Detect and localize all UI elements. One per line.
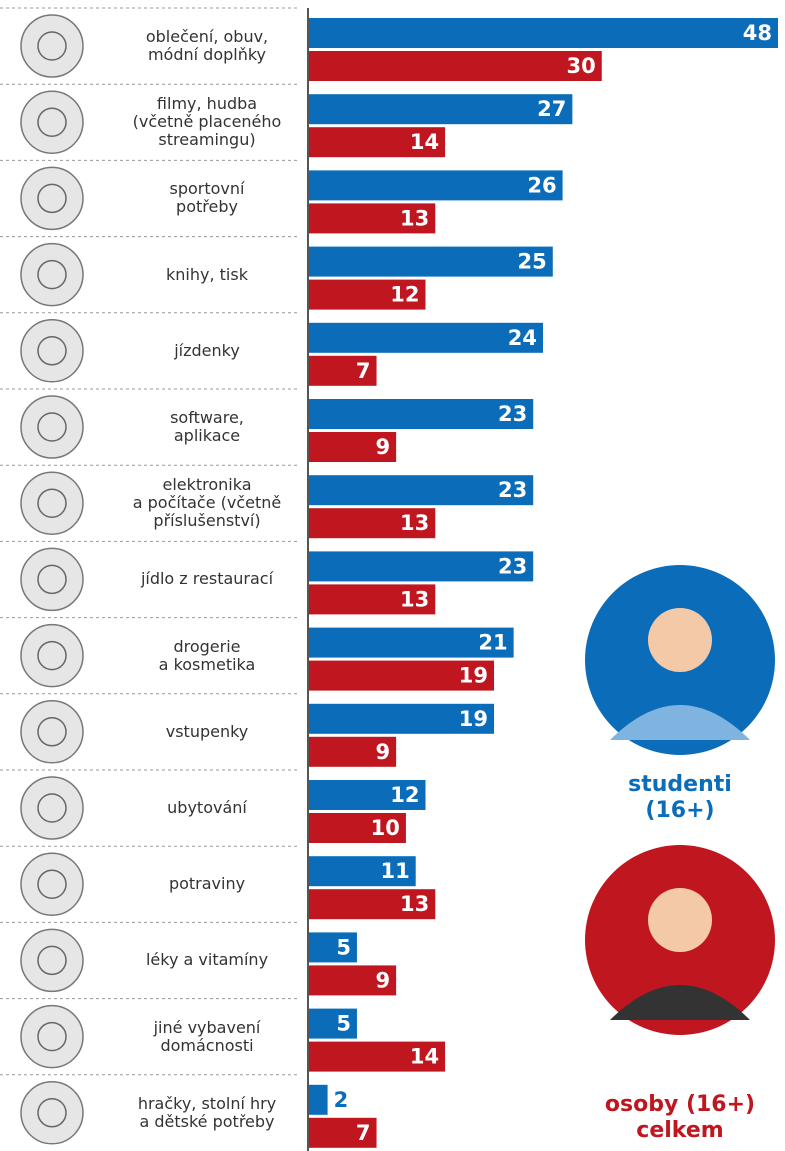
value-label: 48 [743,21,772,45]
bar [308,1085,328,1115]
category-label: jízdenky [112,342,302,360]
icon [21,320,83,382]
icon [21,1082,83,1144]
icon-circle [21,320,83,382]
value-label: 7 [356,1121,371,1145]
icon-circle [21,853,83,915]
value-label: 10 [371,816,400,840]
value-label: 9 [376,740,391,764]
chart: 4830271426132512247239231323132119199121… [0,0,785,1151]
portrait-face [648,888,712,952]
value-label: 23 [498,478,527,502]
icon-circle [21,1082,83,1144]
value-label: 21 [478,631,507,655]
value-label: 27 [537,97,566,121]
legend-label: studenti (16+) [580,772,780,824]
value-label: 30 [567,54,596,78]
icon-circle [21,625,83,687]
icon [21,396,83,458]
icon-circle [21,15,83,77]
icon [21,625,83,687]
legend-label: osoby (16+) celkem [580,1092,780,1144]
value-label: 13 [400,892,429,916]
value-label: 13 [400,587,429,611]
value-label: 2 [334,1088,349,1112]
value-label: 7 [356,359,371,383]
icon [21,91,83,153]
icon-circle [21,777,83,839]
category-label: ubytování [112,799,302,817]
icon [21,167,83,229]
icon [21,15,83,77]
category-label: knihy, tisk [112,266,302,284]
icon-circle [21,472,83,534]
icon-circle [21,701,83,763]
icon [21,1006,83,1068]
category-label: software, aplikace [112,409,302,445]
value-label: 24 [508,326,537,350]
icon-circle [21,929,83,991]
portrait-face [648,608,712,672]
category-label: vstupenky [112,723,302,741]
bar [308,94,572,124]
icon [21,777,83,839]
bar [308,247,553,277]
value-label: 9 [376,968,391,992]
icon-circle [21,91,83,153]
category-label: hračky, stolní hry a dětské potřeby [112,1095,302,1131]
value-label: 5 [336,935,351,959]
category-label: jídlo z restaurací [112,570,302,588]
icon-circle [21,396,83,458]
value-label: 23 [498,554,527,578]
icon-circle [21,244,83,306]
value-label: 14 [410,130,439,154]
value-label: 19 [459,664,488,688]
value-label: 26 [527,173,556,197]
category-label: jiné vybavení domácnosti [112,1019,302,1055]
category-label: sportovní potřeby [112,180,302,216]
value-label: 9 [376,435,391,459]
category-label: léky a vitamíny [112,951,302,969]
value-label: 19 [459,707,488,731]
category-label: potraviny [112,875,302,893]
value-label: 12 [390,783,419,807]
icon [21,244,83,306]
value-label: 25 [518,250,547,274]
category-label: oblečení, obuv, módní doplňky [112,28,302,64]
icon [21,929,83,991]
icon-circle [21,167,83,229]
category-label: filmy, hudba (včetně placeného streaming… [112,95,302,149]
legend-portrait [585,565,775,755]
icon [21,548,83,610]
bar [308,170,563,200]
value-label: 13 [400,511,429,535]
value-label: 23 [498,402,527,426]
value-label: 14 [410,1045,439,1069]
value-label: 11 [380,859,409,883]
icon-circle [21,548,83,610]
icon [21,853,83,915]
icon [21,701,83,763]
value-label: 13 [400,206,429,230]
legend-portrait [585,845,775,1035]
value-label: 12 [390,283,419,307]
category-label: drogerie a kosmetika [112,638,302,674]
category-label: elektronika a počítače (včetně příslušen… [112,476,302,530]
bar [308,51,602,81]
bar [308,18,778,48]
value-label: 5 [336,1012,351,1036]
icon [21,472,83,534]
icon-circle [21,1006,83,1068]
